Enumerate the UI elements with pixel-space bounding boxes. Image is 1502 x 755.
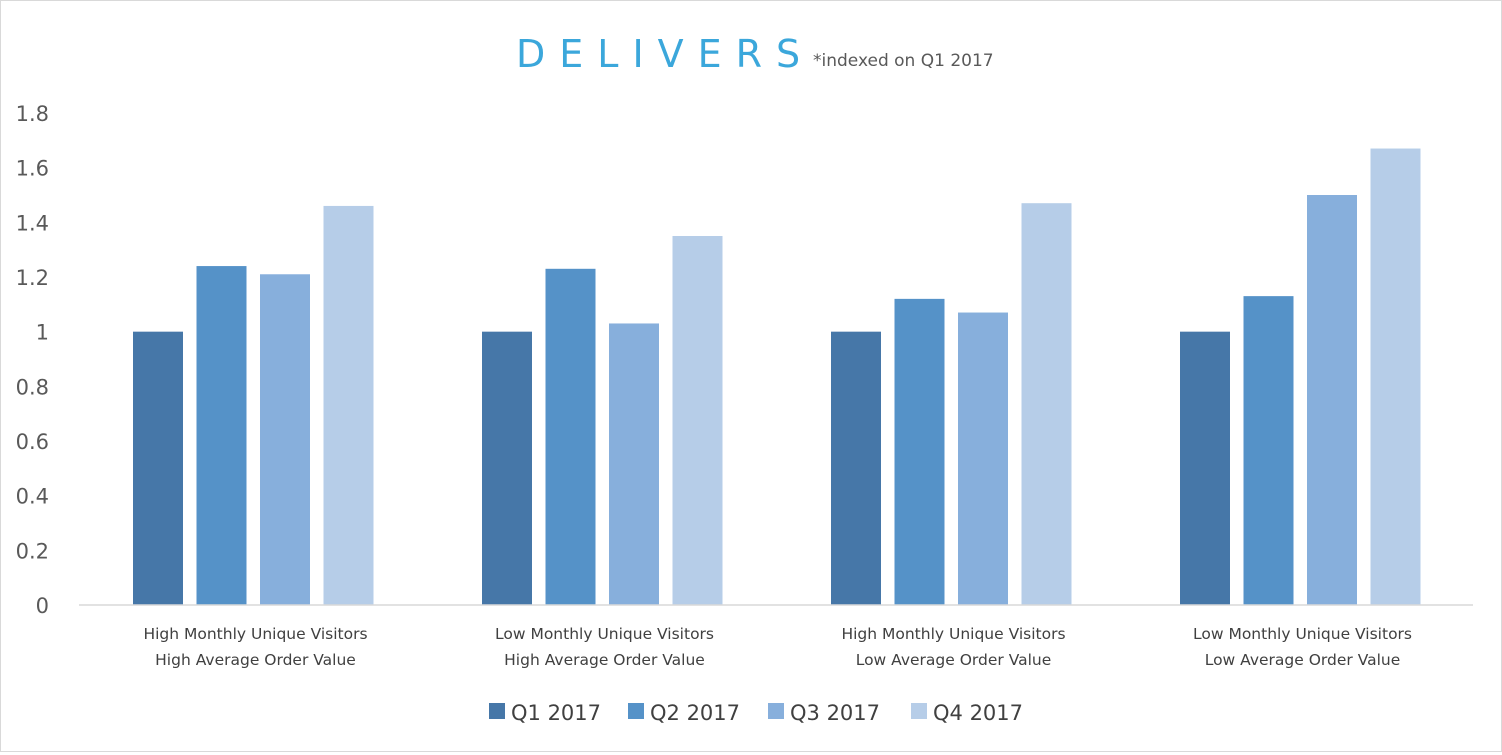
- y-tick-label: 1: [36, 321, 49, 345]
- bar: [1307, 195, 1357, 605]
- legend-item: Q3 2017: [768, 701, 880, 725]
- x-tick-label: Low Monthly Unique Visitors: [495, 625, 714, 643]
- legend-label: Q1 2017: [511, 701, 601, 725]
- y-tick-label: 0.2: [16, 539, 49, 563]
- y-tick-label: 0.6: [16, 430, 49, 454]
- y-tick-label: 1.6: [16, 157, 49, 181]
- bar: [323, 205, 374, 605]
- bar: [609, 323, 659, 605]
- bar: [1243, 296, 1294, 605]
- x-tick-label: Low Monthly Unique Visitors: [1193, 625, 1412, 643]
- x-tick-label: High Average Order Value: [155, 651, 356, 669]
- bar: [1370, 148, 1421, 606]
- y-tick-label: 1.8: [16, 102, 49, 126]
- legend-item: Q4 2017: [911, 701, 1023, 725]
- y-tick-label: 1.2: [16, 266, 49, 290]
- legend: Q1 2017 Q2 2017 Q3 2017 Q4 2017: [489, 701, 1023, 725]
- bar: [1021, 203, 1072, 605]
- y-tick-label: 0: [36, 594, 49, 618]
- legend-swatch: [628, 703, 644, 719]
- x-tick-label: High Monthly Unique Visitors: [841, 625, 1065, 643]
- legend-item: Q2 2017: [628, 701, 740, 725]
- y-tick-label: 1.4: [16, 211, 49, 235]
- bar: [1180, 331, 1230, 605]
- bar: [196, 266, 247, 605]
- bar: [831, 331, 881, 605]
- bar: [482, 331, 532, 605]
- legend-label: Q4 2017: [933, 701, 1023, 725]
- bar: [260, 274, 310, 605]
- y-tick-label: 0.4: [16, 485, 49, 509]
- y-tick-label: 0.8: [16, 375, 49, 399]
- bars-group: [133, 148, 1421, 606]
- x-tick-label: High Monthly Unique Visitors: [143, 625, 367, 643]
- bar: [545, 268, 596, 605]
- bar: [133, 331, 183, 605]
- x-tick-label: Low Average Order Value: [856, 651, 1052, 669]
- chart-subtitle: *indexed on Q1 2017: [813, 51, 994, 71]
- legend-swatch: [768, 703, 784, 719]
- bar: [672, 236, 723, 605]
- chart-title-group: DELIVERS *indexed on Q1 2017: [516, 32, 994, 76]
- x-axis-labels: High Monthly Unique Visitors High Average…: [143, 625, 1412, 669]
- legend-label: Q2 2017: [650, 701, 740, 725]
- legend-label: Q3 2017: [790, 701, 880, 725]
- x-tick-label: High Average Order Value: [504, 651, 705, 669]
- legend-item: Q1 2017: [489, 701, 601, 725]
- legend-swatch: [489, 703, 505, 719]
- legend-swatch: [911, 703, 927, 719]
- y-axis: 0 0.2 0.4 0.6 0.8 1 1.2 1.4 1.6 1.8: [16, 102, 49, 618]
- bar: [958, 312, 1008, 605]
- x-tick-label: Low Average Order Value: [1205, 651, 1401, 669]
- bar: [894, 298, 945, 605]
- chart-title: DELIVERS: [516, 32, 814, 76]
